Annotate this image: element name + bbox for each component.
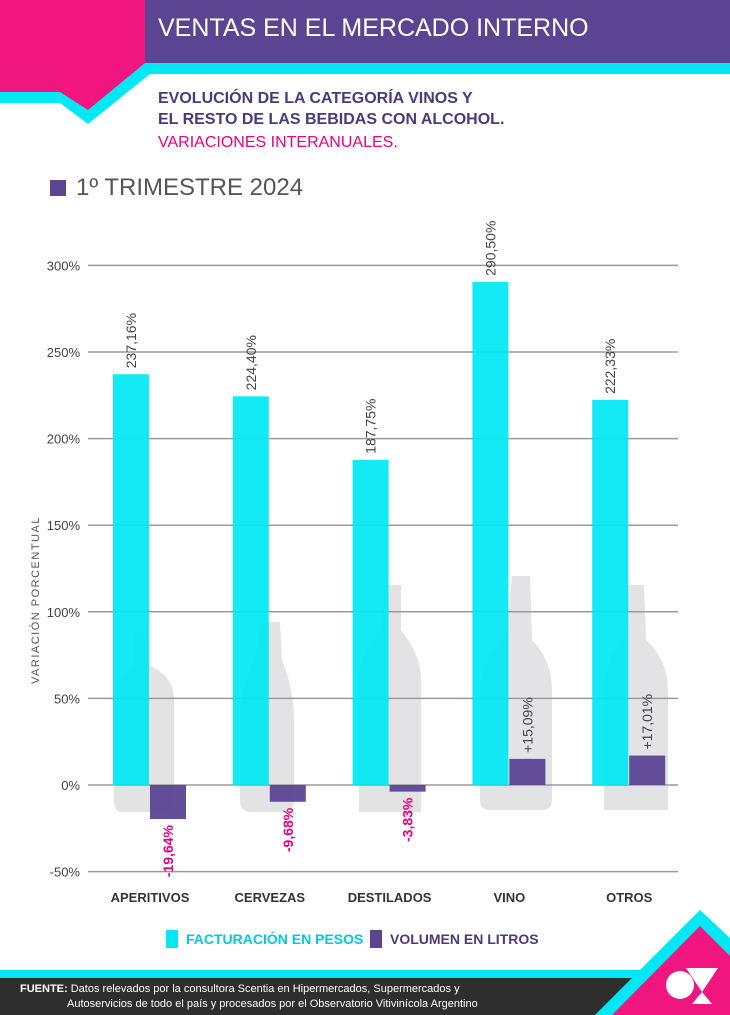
legend-swatch-cyan bbox=[166, 930, 178, 948]
data-label-volumen-vino: +15,09% bbox=[519, 697, 535, 753]
data-label-facturacion-destilados: 187,75% bbox=[363, 399, 379, 454]
legend-item-volumen: VOLUMEN EN LITROS bbox=[370, 930, 539, 948]
page-title: VENTAS EN EL MERCADO INTERNO bbox=[158, 14, 589, 42]
category-label-vino: VINO bbox=[494, 890, 526, 905]
bars bbox=[113, 281, 666, 820]
data-label-facturacion-otros: 222,33% bbox=[602, 339, 618, 394]
y-tick-label: 300% bbox=[47, 258, 81, 273]
bar-volumen-vino bbox=[509, 758, 546, 785]
footer-magenta-triangle bbox=[612, 926, 730, 1015]
y-tick-label: 50% bbox=[54, 691, 80, 706]
y-tick-label: 0% bbox=[61, 778, 80, 793]
header-magenta-block bbox=[0, 0, 145, 110]
category-label-destilados: DESTILADOS bbox=[348, 890, 432, 905]
legend-label-volumen: VOLUMEN EN LITROS bbox=[390, 931, 539, 947]
observatory-logo-icon bbox=[666, 968, 718, 1004]
data-label-facturacion-aperitivos: 237,16% bbox=[123, 313, 139, 368]
period-square-icon bbox=[50, 180, 66, 196]
bar-facturacion-vino bbox=[472, 281, 509, 785]
header-cyan-band bbox=[0, 63, 730, 124]
legend-swatch-purple bbox=[370, 930, 382, 948]
legend-item-facturacion: FACTURACIÓN EN PESOS bbox=[166, 930, 363, 948]
data-label-volumen-aperitivos: -19,64% bbox=[160, 824, 176, 877]
y-tick-label: 250% bbox=[47, 345, 81, 360]
bar-facturacion-destilados bbox=[352, 459, 389, 785]
period-label: 1º TRIMESTRE 2024 bbox=[76, 174, 304, 201]
category-label-otros: OTROS bbox=[606, 890, 653, 905]
bar-volumen-cervezas bbox=[269, 785, 306, 802]
y-tick-label: 100% bbox=[47, 605, 81, 620]
category-label-aperitivos: APERITIVOS bbox=[111, 890, 190, 905]
footer-source: FUENTE: Datos relevados por la consultor… bbox=[20, 982, 478, 1012]
category-label-cervezas: CERVEZAS bbox=[235, 890, 306, 905]
y-tick-label: 200% bbox=[47, 432, 81, 447]
footer-band bbox=[0, 910, 730, 1015]
bar-volumen-aperitivos bbox=[150, 785, 186, 820]
footer-source-label: FUENTE: bbox=[20, 983, 68, 995]
period-heading: 1º TRIMESTRE 2024 bbox=[50, 174, 303, 202]
category-labels: APERITIVOS CERVEZAS DESTILADOS VINO OTROS bbox=[111, 890, 653, 905]
subtitle-line-2: EL RESTO DE LAS BEBIDAS CON ALCOHOL. bbox=[158, 111, 505, 128]
subtitle-line-1: EVOLUCIÓN DE LA CATEGORÍA VINOS Y bbox=[158, 90, 473, 107]
data-labels: 237,16% -19,64% 224,40% -9,68% 187,75% -3,83%… bbox=[123, 221, 655, 878]
data-label-facturacion-cervezas: 224,40% bbox=[243, 335, 259, 390]
bar-facturacion-otros bbox=[592, 399, 629, 785]
bar-volumen-otros bbox=[629, 755, 666, 785]
subtitle-variations: VARIACIONES INTERANUALES. bbox=[158, 134, 398, 151]
data-label-facturacion-vino: 290,50% bbox=[482, 221, 498, 276]
subtitle: EVOLUCIÓN DE LA CATEGORÍA VINOS Y EL RES… bbox=[158, 88, 504, 130]
y-tick-label: 150% bbox=[47, 518, 81, 533]
header-purple-bar bbox=[145, 0, 730, 63]
header-banner bbox=[0, 0, 730, 124]
data-label-volumen-destilados: -3,83% bbox=[400, 797, 416, 842]
legend-label-facturacion: FACTURACIÓN EN PESOS bbox=[186, 931, 364, 947]
data-label-volumen-cervezas: -9,68% bbox=[280, 807, 296, 852]
bar-facturacion-cervezas bbox=[232, 396, 269, 785]
y-tick-label: -50% bbox=[50, 865, 81, 880]
bar-volumen-destilados bbox=[389, 785, 426, 792]
bar-chart: 300% 250% 200% 150% 100% 50% 0% -50% 237,16% -19… bbox=[47, 221, 678, 905]
footer-line-2: Autoservicios de todo el país y procesad… bbox=[67, 998, 478, 1010]
footer-line-1: Datos relevados por la consultora Scenti… bbox=[70, 983, 460, 995]
data-label-volumen-otros: +17,01% bbox=[639, 694, 655, 750]
bar-facturacion-aperitivos bbox=[113, 374, 149, 785]
footer-dark-bar bbox=[0, 978, 632, 1015]
